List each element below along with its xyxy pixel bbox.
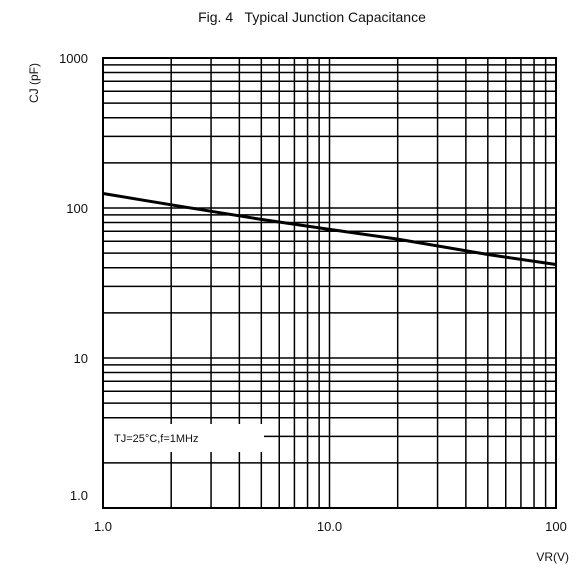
- x-tick-label: 10.0: [317, 519, 342, 534]
- chart-title: Fig. 4 Typical Junction Capacitance: [198, 9, 426, 25]
- y-tick-label: 100: [66, 201, 88, 216]
- x-tick-label: 100: [545, 519, 567, 534]
- annotation-background: [104, 424, 264, 452]
- capacitance-curve: [102, 192, 557, 266]
- series-group: [102, 192, 557, 266]
- x-tick-labels: 1.0 10.0 100: [94, 519, 567, 534]
- y-tick-label: 10: [74, 351, 88, 366]
- y-tick-label: 1000: [59, 51, 88, 66]
- grid-lines: [103, 58, 556, 508]
- y-axis-label: CJ (pF): [27, 63, 41, 103]
- x-axis-label: VR(V): [536, 550, 569, 564]
- condition-annotation: TJ=25°C,f=1MHz: [114, 433, 198, 445]
- plot-frame: [102, 57, 557, 509]
- y-tick-label: 1.0: [70, 488, 88, 503]
- x-tick-label: 1.0: [94, 519, 112, 534]
- y-tick-labels: 1.0 10 100 1000: [59, 51, 88, 503]
